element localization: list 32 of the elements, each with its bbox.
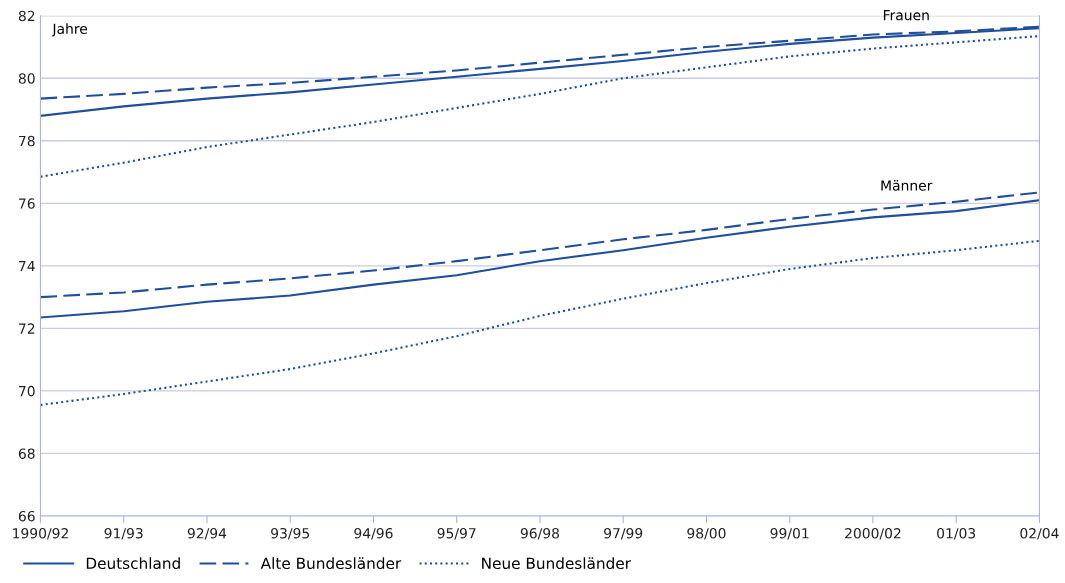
y-tick-label: 80 — [18, 73, 35, 84]
x-tick-label: 92/94 — [187, 528, 227, 540]
x-tick-label: 93/95 — [271, 528, 310, 540]
y-tick-label: 82 — [18, 10, 35, 22]
legend-label: Deutschland — [86, 557, 180, 570]
x-tick-label: 98/00 — [687, 528, 726, 540]
x-tick-label: 1990/92 — [13, 528, 68, 540]
y-tick-label: 74 — [19, 261, 35, 272]
x-tick-label: 94/96 — [354, 528, 393, 540]
y-tick-label: 76 — [19, 198, 35, 209]
y-tick-label: 78 — [19, 135, 35, 147]
x-tick-label: 2000/02 — [845, 528, 901, 540]
line-series — [40, 239, 1040, 407]
y-tick-label: 66 — [18, 510, 35, 522]
x-tick-label: 91/93 — [104, 528, 143, 540]
y-tick-label: 72 — [19, 323, 35, 334]
x-tick-label: 96/98 — [520, 528, 560, 540]
y-tick-label: 70 — [19, 385, 35, 397]
annotation: Männer — [881, 180, 933, 191]
legend-label: Alte Bundesländer — [260, 557, 402, 570]
line-series — [40, 191, 1040, 299]
x-tick-label: 95/97 — [437, 528, 476, 540]
annotation: Frauen — [883, 10, 929, 21]
x-tick-label: 99/01 — [770, 528, 809, 540]
x-tick-label: 97/99 — [604, 528, 643, 540]
line-series — [40, 35, 1040, 178]
y-tick-label: 68 — [18, 448, 35, 459]
legend-label: Neue Bundesländer — [482, 557, 631, 570]
y-axis-title: Jahre — [51, 23, 88, 37]
x-tick-label: 02/04 — [1020, 528, 1059, 540]
x-tick-label: 01/03 — [937, 528, 976, 540]
line-series — [40, 199, 1040, 319]
